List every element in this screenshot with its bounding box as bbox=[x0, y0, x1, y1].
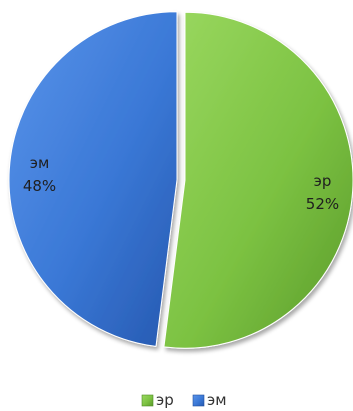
legend: эр эм bbox=[141, 391, 227, 409]
data-label-value-0: 52% bbox=[306, 195, 339, 213]
legend-item-0: эр bbox=[141, 391, 174, 409]
legend-label-0: эр bbox=[156, 391, 174, 409]
legend-item-1: эм bbox=[192, 391, 227, 409]
legend-label-1: эм bbox=[207, 391, 227, 409]
legend-swatch-0 bbox=[141, 394, 154, 407]
data-label-category-1: эм bbox=[30, 154, 50, 172]
pie-data-labels: эр 52% эм 48% bbox=[23, 154, 339, 213]
pie-slice-эм bbox=[8, 11, 178, 347]
legend-swatch-1 bbox=[192, 394, 205, 407]
data-label-value-1: 48% bbox=[23, 177, 56, 195]
data-label-category-0: эр bbox=[314, 172, 332, 190]
pie-slices bbox=[8, 11, 353, 349]
